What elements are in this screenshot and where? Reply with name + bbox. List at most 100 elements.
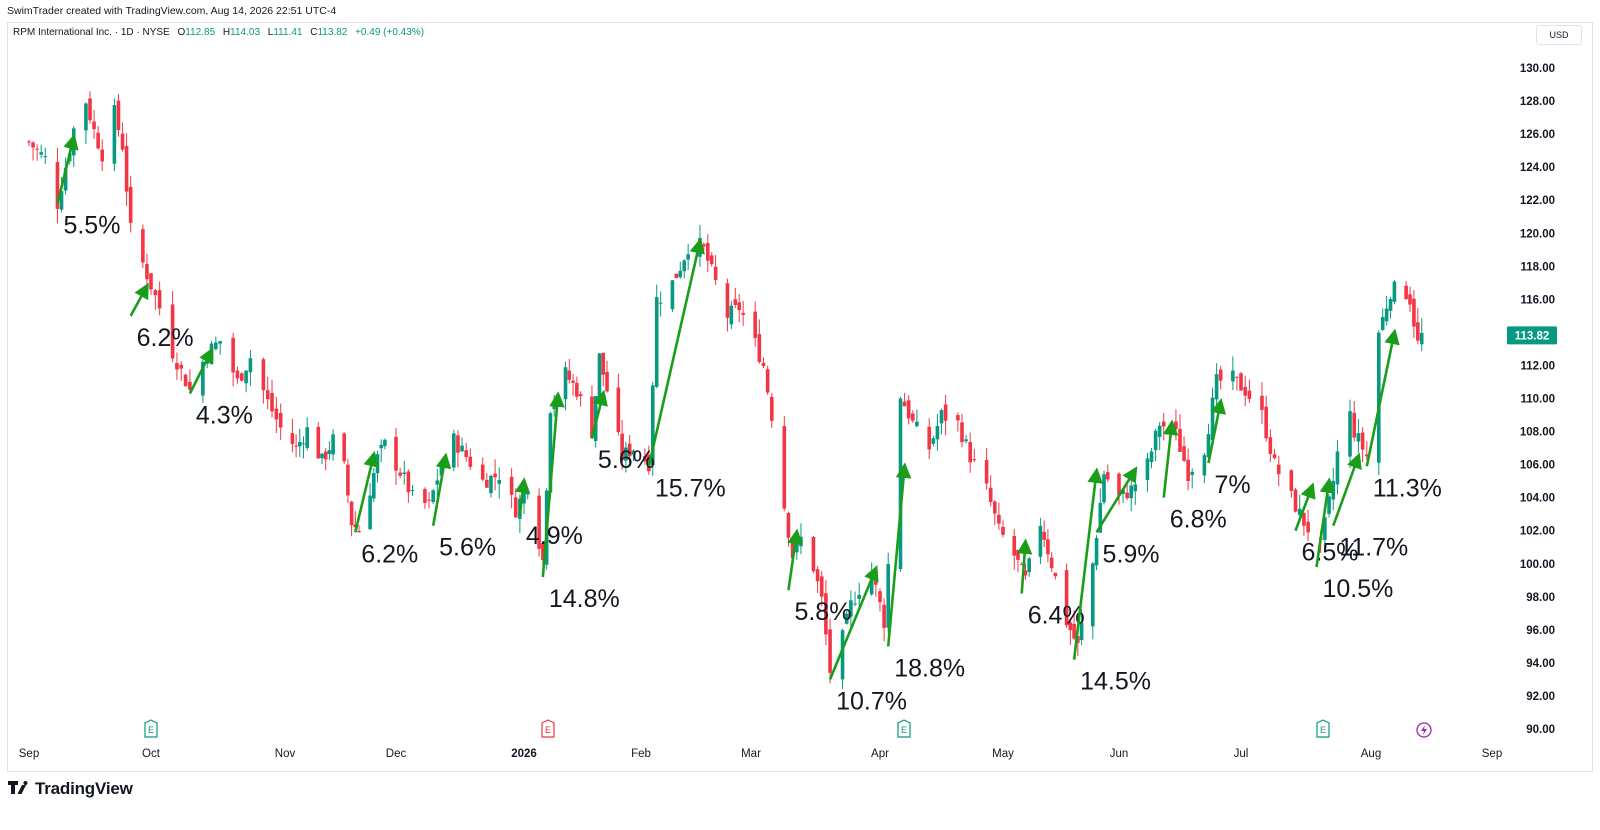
price-tick-label: 120.00 [1520,228,1555,240]
swing-arrow [1365,328,1400,467]
candle-body [349,501,354,526]
price-tick-label: 128.00 [1520,96,1555,108]
candle-body [725,283,730,318]
candle-body [1016,549,1020,560]
swing-arrow [1332,452,1362,527]
candle-body [410,490,415,492]
candle-body [1302,512,1306,526]
candle-body [956,415,960,421]
swing-label: 10.5% [1322,575,1393,603]
candle-body [1053,572,1058,577]
earnings-badge-letter: E [545,725,551,735]
swing-arrow [1095,466,1138,534]
candle-body [627,443,632,457]
candle-body [1091,563,1095,627]
candle-body [1098,502,1103,533]
swing-label: 5.6% [598,446,655,474]
time-axis[interactable]: Sep Oct Nov Dec 2026 Feb Mar Apr May Jun Jul Aug Sep [19,748,1502,760]
time-tick-label: Sep [1482,748,1502,760]
candle-body [298,441,302,447]
candle-body [1272,454,1277,459]
price-tick-label: 110.00 [1520,394,1555,406]
swing-arrow [590,389,608,439]
candle-body [301,443,306,445]
candle-body [643,456,647,462]
candle-body [794,541,799,553]
open-value: 112.85 [185,27,216,38]
swing-label: 6.2% [137,324,194,352]
candle-body [1190,471,1194,475]
candle-body [274,408,279,420]
candle-body [786,513,791,538]
swing-arrow [787,528,803,591]
swing-arrow [1016,538,1033,594]
candle-body [1153,430,1158,451]
candle-body [120,133,125,150]
candle-body [157,290,162,309]
candle-body [733,299,738,305]
candle-body [183,374,188,387]
price-tick-label: 96.00 [1526,625,1555,637]
swing-label: 6.5% [1302,539,1359,567]
candle-body [1129,485,1133,499]
candle-body [1260,395,1264,410]
candle-body [379,444,383,449]
candle-body [1027,558,1031,573]
candle-body [100,149,104,162]
price-tick-label: 98.00 [1526,592,1555,604]
candle-body [1384,308,1389,322]
candle-body [1239,373,1243,391]
candle-body [713,266,718,280]
candle-body [1276,464,1281,475]
candle-body [1297,508,1302,515]
candle-body [1293,489,1298,512]
swing-arrow [1162,419,1179,498]
candle-body [480,464,485,480]
symbol-name: RPM International Inc. · 1D · NYSE [13,27,170,38]
candle-body [552,401,556,409]
price-tick-label: 116.00 [1520,294,1555,306]
candle-body [997,514,1001,524]
candle-body [988,487,993,503]
change-value: +0.49 (+0.43%) [355,27,425,38]
candle-body [128,186,133,223]
candle-body [84,103,88,131]
price-tick-label: 124.00 [1520,162,1555,174]
earnings-marker-icon: E [897,719,911,738]
candle-body [59,191,64,210]
candle-body [761,362,766,366]
candle-body [1365,454,1369,457]
candle-body [1105,472,1110,480]
price-axis[interactable]: 130.00 128.00 126.00 124.00 122.00 120.00 118.… [1507,63,1557,736]
candle-body [1049,557,1054,569]
earnings-badge-letter: E [148,725,154,735]
price-tick-label: 112.00 [1520,360,1555,372]
candle-body [624,447,628,461]
candle-body [815,569,820,582]
low-value: 111.41 [273,27,303,38]
candle-body [753,311,757,338]
candle-body [320,453,324,459]
candle-body [674,273,679,278]
tradingview-brand[interactable]: TradingView [8,779,133,799]
candle-body [485,479,489,488]
earnings-badge-letter: E [1320,725,1326,735]
candle-body [1117,473,1121,496]
swing-arrow [514,477,531,515]
currency-button[interactable]: USD [1536,25,1582,45]
candle-body [383,439,387,447]
candle-body [878,591,882,603]
candle-body [431,490,435,503]
candle-body [678,270,683,278]
candle-body [55,161,60,209]
candle-body [869,572,874,595]
symbol-legend[interactable]: RPM International Inc. · 1D · NYSE O112.… [13,27,424,38]
candle-body [1352,412,1357,438]
candle-body [468,456,473,467]
time-tick-label: Jul [1234,748,1249,760]
candle-body [331,434,335,455]
candle-body [248,358,253,373]
time-tick-label: May [992,748,1014,760]
candle-body [239,373,244,381]
